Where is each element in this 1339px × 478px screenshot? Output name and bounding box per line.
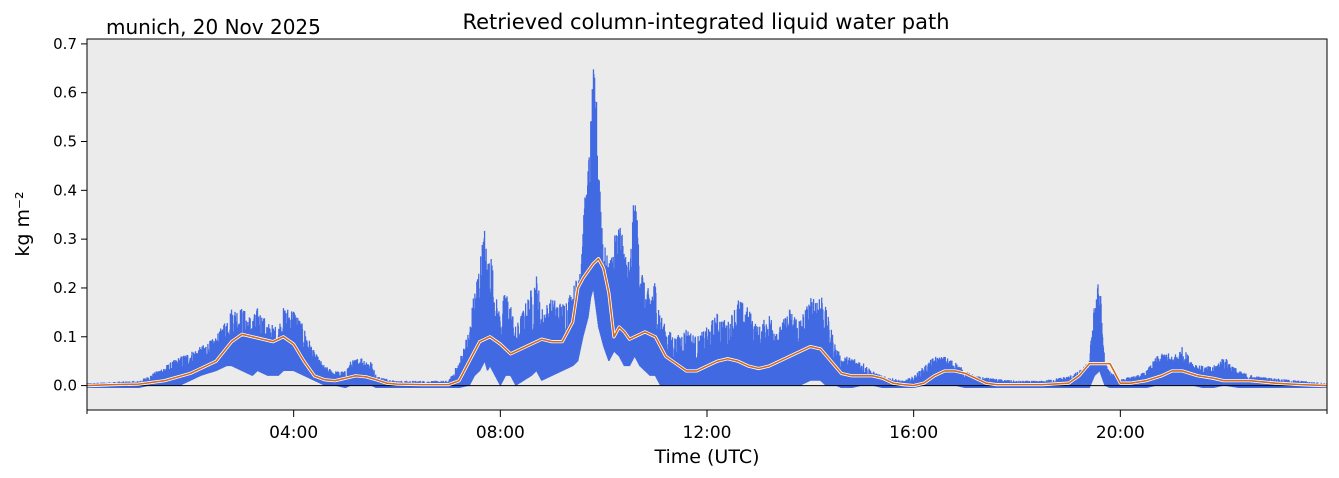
y-tick-label: 0.6 [53,84,77,102]
y-tick-label: 0.4 [53,181,77,199]
chart-title: Retrieved column-integrated liquid water… [462,10,949,34]
y-tick-label: 0.0 [53,377,77,395]
x-axis-label: Time (UTC) [653,446,759,468]
x-tick-label: 08:00 [476,423,525,443]
y-axis-label: kg m⁻² [12,191,34,256]
x-tick-label: 20:00 [1096,423,1145,443]
y-tick-label: 0.2 [53,279,77,297]
x-tick-label: 12:00 [683,423,732,443]
y-tick-label: 0.3 [53,230,77,248]
y-tick-label: 0.7 [53,35,77,53]
x-tick-label: 16:00 [889,423,938,443]
station-label: munich, 20 Nov 2025 [106,15,321,39]
y-tick-label: 0.5 [53,133,77,151]
y-tick-label: 0.1 [53,328,77,346]
x-tick-label: 04:00 [269,423,318,443]
